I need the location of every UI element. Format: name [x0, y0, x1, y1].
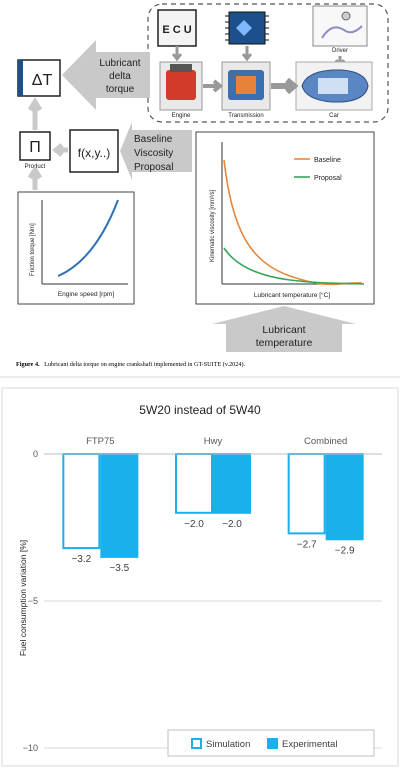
car-block: Car [295, 61, 373, 119]
lubricant-temperature-line2: temperature [256, 337, 313, 349]
y-tick-label: 0 [33, 449, 38, 459]
legend-label: Experimental [282, 739, 337, 750]
bar-simulation [62, 453, 101, 550]
category-label: Hwy [204, 436, 223, 447]
caption-text: Lubricant delta torque on engine cranksh… [44, 361, 245, 368]
input-viscosity: Viscosity [134, 148, 173, 159]
figure4-caption: Figure 4. Lubricant delta torque on engi… [16, 361, 246, 368]
category-label: FTP75 [86, 436, 115, 447]
ecu-to-engine-arrow [171, 46, 183, 62]
friction-curve [57, 199, 119, 277]
friction-plot: Friction torque [Nm] Engine speed [rpm] [17, 191, 135, 305]
controller-to-transmission-arrow [241, 46, 253, 62]
viscosity-ylabel: Kinematic viscosity [mm²/s] [210, 189, 216, 262]
function-label: f(x,y..) [78, 146, 110, 160]
product-icon: Π [29, 139, 41, 156]
transmission-label: Transmission [228, 113, 263, 119]
product-block: Π Product [19, 131, 51, 170]
data-label: −2.0 [184, 519, 204, 530]
y-tick-label: −10 [23, 743, 38, 753]
viscosity-plot: Baseline Proposal Kinematic viscosity [m… [195, 131, 375, 305]
bar-experimental [325, 453, 364, 541]
caption-bold: Figure 4. [16, 361, 40, 368]
friction-to-product-arrow [27, 165, 43, 190]
driver-block: Driver [312, 5, 368, 54]
proposal-viscosity-curve [223, 247, 363, 285]
lubricant-temperature-arrow [212, 306, 356, 352]
chart-ylabel: Fuel consumption variation [%] [18, 540, 28, 656]
legend-swatch [191, 738, 202, 749]
chart-title: 5W20 instead of 5W40 [139, 403, 261, 417]
friction-ylabel: Friction torque [Nm] [30, 223, 36, 276]
input-proposal: Proposal [134, 162, 173, 173]
delta-t-block: ΔT [17, 59, 61, 97]
lubricant-temperature-line1: Lubricant [262, 324, 305, 336]
legend-swatch [267, 738, 278, 749]
engine-block: Engine [159, 61, 203, 119]
data-label: −2.9 [335, 545, 355, 556]
car-label: Car [329, 113, 339, 119]
delta-torque-arrow [62, 40, 150, 110]
driver-label: Driver [332, 48, 348, 54]
bar-chart: 0 −5 −10 FTP75 −3.2 −3.5 Hwy −2.0 −2.0 Combined −2… [23, 436, 382, 757]
data-label: −3.5 [109, 563, 129, 574]
bar-simulation [175, 453, 213, 514]
friction-xlabel: Engine speed [rpm] [58, 291, 115, 298]
transmission-to-car-arrow [271, 77, 299, 95]
engine-label: Engine [172, 113, 191, 119]
transmission-controller-icon [225, 11, 269, 45]
data-label: −3.2 [71, 554, 91, 565]
chart-frame [1, 387, 399, 767]
engine-to-transmission-arrow [203, 79, 224, 93]
transmission-block: Transmission [221, 61, 271, 119]
bar-experimental [213, 453, 251, 514]
legend-baseline: Baseline [314, 157, 341, 164]
function-block: f(x,y..) [69, 129, 119, 173]
engine-icon [166, 70, 196, 100]
data-label: −2.0 [222, 519, 242, 530]
ecu-label: E C U [162, 24, 191, 36]
inputs-arrow [120, 122, 192, 180]
function-to-product-arrow [52, 143, 68, 157]
input-baseline: Baseline [134, 134, 173, 145]
viscosity-xlabel: Lubricant temperature [°C] [254, 291, 330, 299]
product-to-delta-arrow [27, 97, 43, 130]
ecu-block: E C U [157, 9, 197, 47]
category-label: Combined [304, 436, 347, 447]
bar-simulation [287, 453, 326, 535]
delta-torque-line2: delta [109, 71, 131, 82]
legend-label: Simulation [206, 739, 250, 750]
delta-torque-line1: Lubricant [99, 58, 140, 69]
bar-experimental [100, 453, 139, 558]
delta-torque-line3: torque [106, 84, 135, 95]
delta-t-label: ΔT [32, 72, 53, 89]
data-label: −2.7 [297, 539, 317, 550]
y-tick-label: −5 [28, 596, 38, 606]
legend-proposal: Proposal [314, 175, 342, 182]
